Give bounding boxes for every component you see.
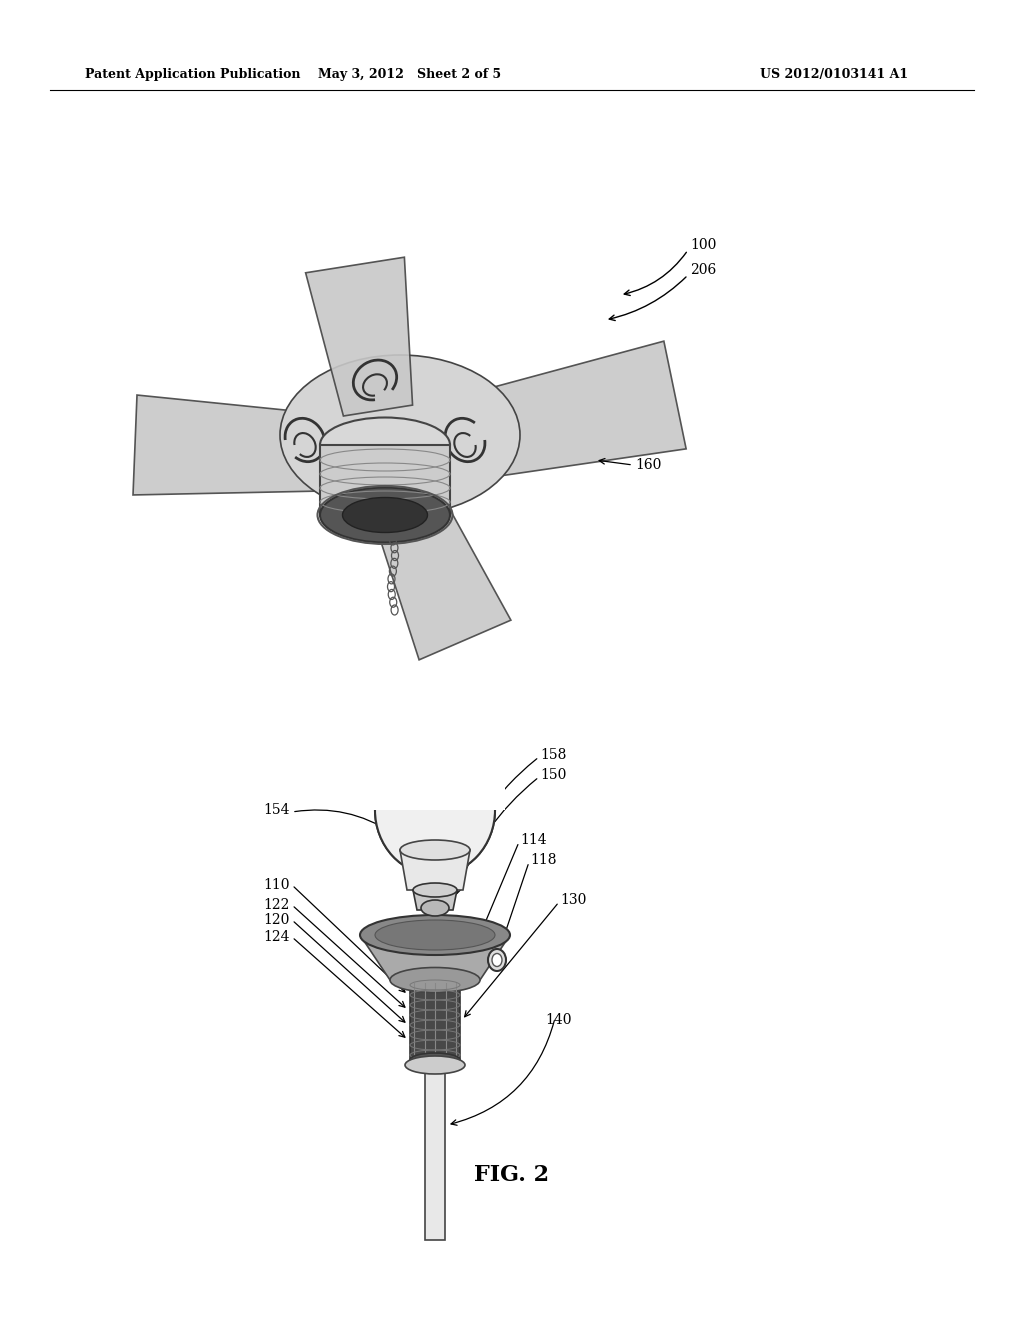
Ellipse shape — [413, 883, 457, 898]
Text: 130: 130 — [560, 894, 587, 907]
Ellipse shape — [406, 1056, 465, 1074]
Ellipse shape — [280, 355, 520, 515]
Text: 154: 154 — [263, 803, 290, 817]
Polygon shape — [421, 341, 686, 484]
Text: May 3, 2012   Sheet 2 of 5: May 3, 2012 Sheet 2 of 5 — [318, 69, 502, 81]
Text: 118: 118 — [530, 853, 556, 867]
Polygon shape — [413, 890, 457, 909]
Text: 114: 114 — [520, 833, 547, 847]
Text: 150: 150 — [540, 768, 566, 781]
Text: Patent Application Publication: Patent Application Publication — [85, 69, 300, 81]
Text: 124: 124 — [263, 931, 290, 944]
Ellipse shape — [319, 487, 450, 543]
Ellipse shape — [375, 744, 495, 875]
Polygon shape — [410, 979, 460, 1060]
Polygon shape — [360, 935, 510, 979]
Ellipse shape — [410, 1053, 460, 1067]
Text: US 2012/0103141 A1: US 2012/0103141 A1 — [760, 69, 908, 81]
Ellipse shape — [488, 949, 506, 972]
Text: 122: 122 — [263, 898, 290, 912]
Text: 140: 140 — [545, 1012, 571, 1027]
Text: 110: 110 — [263, 878, 290, 892]
Text: 120: 120 — [263, 913, 290, 927]
Ellipse shape — [421, 900, 449, 916]
Ellipse shape — [342, 498, 427, 532]
Polygon shape — [319, 445, 450, 515]
Polygon shape — [305, 257, 413, 416]
Text: 158: 158 — [540, 748, 566, 762]
Text: 100: 100 — [690, 238, 717, 252]
Polygon shape — [371, 482, 511, 660]
Polygon shape — [133, 395, 342, 495]
Ellipse shape — [319, 417, 450, 473]
Text: 206: 206 — [690, 263, 716, 277]
Polygon shape — [365, 700, 505, 810]
Ellipse shape — [492, 953, 502, 966]
Ellipse shape — [360, 915, 510, 954]
Polygon shape — [425, 1065, 445, 1239]
Text: FIG. 2: FIG. 2 — [474, 1164, 550, 1185]
Ellipse shape — [390, 968, 480, 993]
Polygon shape — [400, 850, 470, 890]
Ellipse shape — [375, 920, 495, 950]
Text: 160: 160 — [635, 458, 662, 473]
Ellipse shape — [400, 840, 470, 861]
